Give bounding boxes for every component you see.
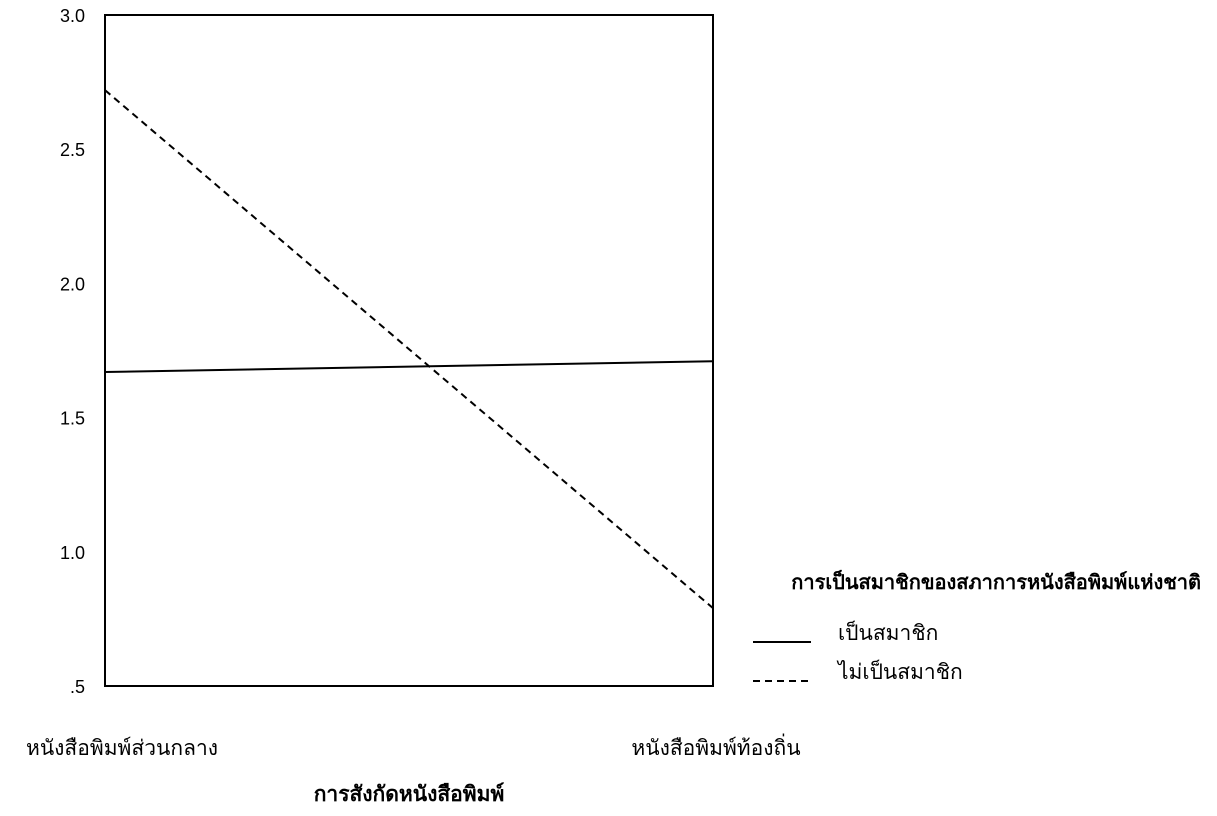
x-axis-categories: หนังสือพิมพ์ส่วนกลาง หนังสือพิมพ์ท้องถิ่น xyxy=(26,733,801,760)
legend-label: เป็นสมาชิก xyxy=(838,619,938,645)
legend-label: ไม่เป็นสมาชิก xyxy=(836,658,963,684)
y-tick-label: 2.0 xyxy=(60,274,85,294)
y-tick-label: 2.5 xyxy=(60,140,85,160)
y-tick-label: 1.0 xyxy=(60,543,85,563)
legend: การเป็นสมาชิกของสภาการหนังสือพิมพ์แห่งชา… xyxy=(753,569,1201,684)
legend-title: การเป็นสมาชิกของสภาการหนังสือพิมพ์แห่งชา… xyxy=(791,569,1201,594)
y-tick-label: 1.5 xyxy=(60,409,85,429)
x-tick-label: หนังสือพิมพ์ส่วนกลาง xyxy=(26,736,218,760)
series-lines xyxy=(104,89,714,609)
x-tick-label: หนังสือพิมพ์ท้องถิ่น xyxy=(631,733,800,760)
series-line xyxy=(104,360,714,373)
plot-frame xyxy=(104,14,714,687)
series-line xyxy=(104,89,714,609)
legend-items: เป็นสมาชิกไม่เป็นสมาชิก xyxy=(753,619,963,684)
y-axis-ticks: 3.0 2.5 2.0 1.5 1.0 .5 xyxy=(60,6,85,697)
y-tick-label: 3.0 xyxy=(60,6,85,26)
x-axis-label: การสังกัดหนังสือพิมพ์ xyxy=(314,781,505,806)
y-tick-label: .5 xyxy=(70,677,85,697)
